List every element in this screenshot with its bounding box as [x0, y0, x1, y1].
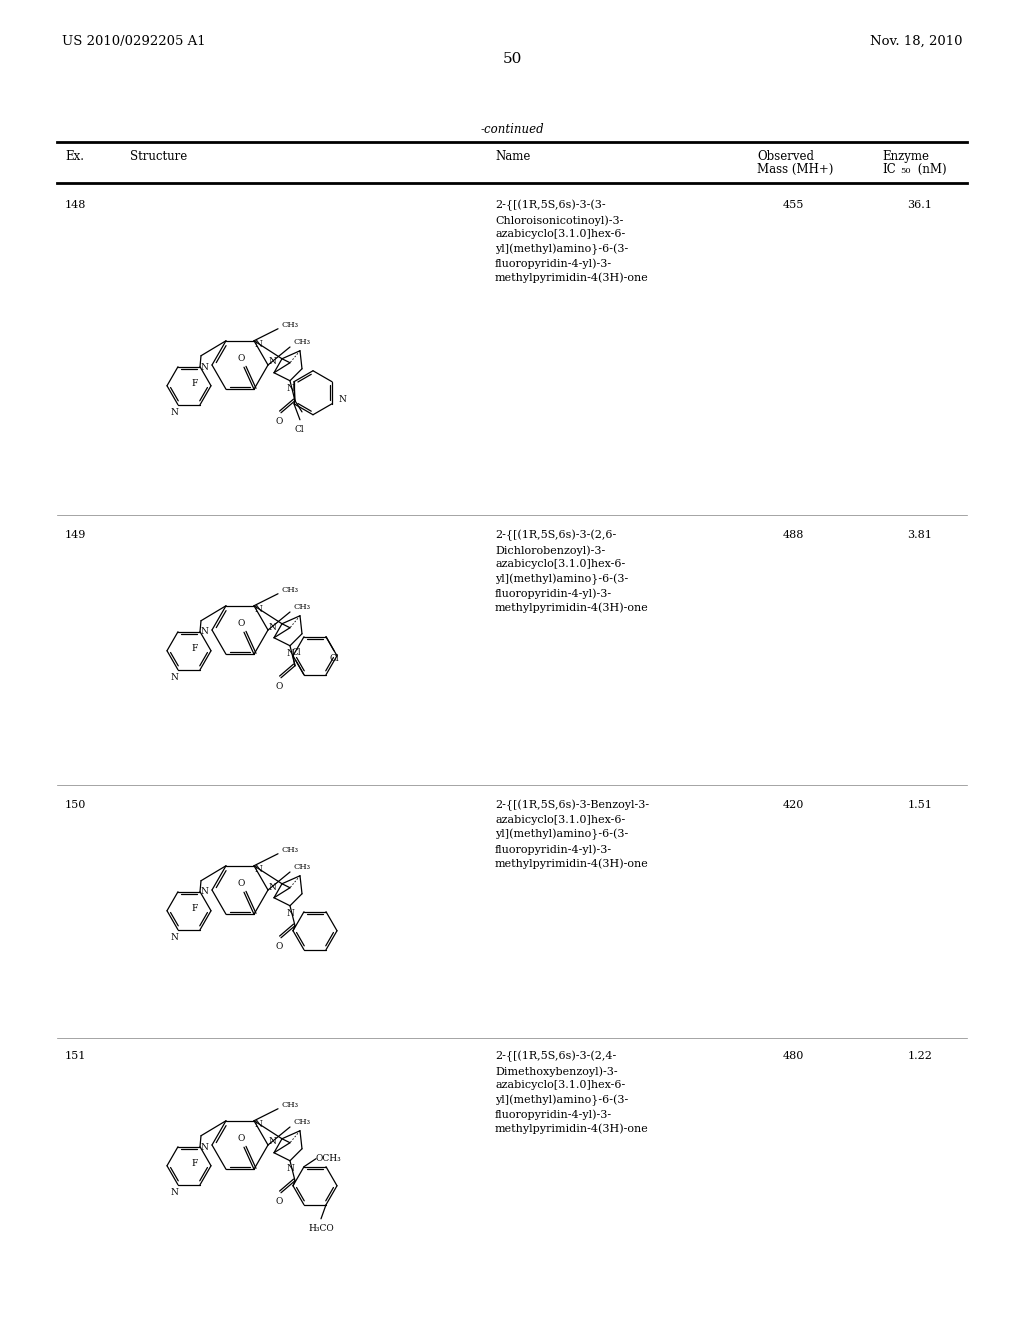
Text: N: N: [338, 395, 346, 404]
Text: N: N: [254, 1121, 262, 1129]
Text: Name: Name: [495, 150, 530, 162]
Text: IC: IC: [882, 162, 896, 176]
Text: Structure: Structure: [130, 150, 187, 162]
Text: Observed: Observed: [757, 150, 814, 162]
Text: N: N: [170, 1188, 178, 1197]
Text: N: N: [268, 623, 275, 631]
Text: N: N: [254, 606, 262, 614]
Text: N: N: [254, 341, 262, 350]
Text: N: N: [254, 865, 262, 874]
Text: N: N: [200, 1143, 208, 1151]
Text: 2-{[(1R,5S,6s)-3-(2,6-
Dichlorobenzoyl)-3-
azabicyclo[3.1.0]hex-6-
yl](methyl)am: 2-{[(1R,5S,6s)-3-(2,6- Dichlorobenzoyl)-…: [495, 531, 649, 614]
Text: CH₃: CH₃: [294, 863, 310, 871]
Text: F: F: [191, 904, 199, 913]
Text: 2-{[(1R,5S,6s)-3-(2,4-
Dimethoxybenzoyl)-3-
azabicyclo[3.1.0]hex-6-
yl](methyl)a: 2-{[(1R,5S,6s)-3-(2,4- Dimethoxybenzoyl)…: [495, 1051, 649, 1134]
Text: Cl: Cl: [329, 655, 339, 663]
Text: 50: 50: [900, 168, 910, 176]
Text: N: N: [286, 649, 294, 659]
Text: H₃CO: H₃CO: [308, 1225, 334, 1233]
Text: 150: 150: [65, 800, 86, 810]
Text: 420: 420: [782, 800, 804, 810]
Text: CH₃: CH₃: [282, 1101, 299, 1109]
Text: 50: 50: [503, 51, 521, 66]
Text: 488: 488: [782, 531, 804, 540]
Text: Enzyme: Enzyme: [882, 150, 929, 162]
Text: Cl: Cl: [291, 648, 301, 657]
Text: Nov. 18, 2010: Nov. 18, 2010: [869, 36, 962, 48]
Text: N: N: [286, 384, 294, 393]
Text: N: N: [170, 933, 178, 942]
Text: OCH₃: OCH₃: [315, 1154, 341, 1163]
Text: CH₃: CH₃: [294, 603, 310, 611]
Text: N: N: [268, 883, 275, 891]
Text: CH₃: CH₃: [294, 338, 310, 346]
Text: O: O: [275, 682, 283, 692]
Text: Mass (MH+): Mass (MH+): [757, 162, 834, 176]
Text: 2-{[(1R,5S,6s)-3-Benzoyl-3-
azabicyclo[3.1.0]hex-6-
yl](methyl)amino}-6-(3-
fluo: 2-{[(1R,5S,6s)-3-Benzoyl-3- azabicyclo[3…: [495, 800, 649, 869]
Text: F: F: [191, 644, 199, 653]
Text: CH₃: CH₃: [294, 1118, 310, 1126]
Text: O: O: [275, 942, 283, 952]
Text: N: N: [200, 363, 208, 371]
Text: 148: 148: [65, 201, 86, 210]
Text: Cl: Cl: [294, 425, 304, 434]
Text: N: N: [200, 627, 208, 636]
Text: F: F: [191, 1159, 199, 1168]
Text: (nM): (nM): [914, 162, 946, 176]
Text: -continued: -continued: [480, 123, 544, 136]
Text: 36.1: 36.1: [907, 201, 933, 210]
Text: O: O: [275, 1197, 283, 1206]
Text: CH₃: CH₃: [282, 321, 299, 329]
Text: N: N: [286, 1164, 294, 1173]
Text: 2-{[(1R,5S,6s)-3-(3-
Chloroisonicotinoyl)-3-
azabicyclo[3.1.0]hex-6-
yl](methyl): 2-{[(1R,5S,6s)-3-(3- Chloroisonicotinoyl…: [495, 201, 649, 284]
Text: N: N: [268, 358, 275, 367]
Text: 149: 149: [65, 531, 86, 540]
Text: US 2010/0292205 A1: US 2010/0292205 A1: [62, 36, 206, 48]
Text: 480: 480: [782, 1051, 804, 1061]
Text: O: O: [238, 1134, 245, 1143]
Text: 3.81: 3.81: [907, 531, 933, 540]
Text: 1.22: 1.22: [907, 1051, 933, 1061]
Text: O: O: [238, 354, 245, 363]
Text: F: F: [191, 379, 199, 388]
Text: N: N: [268, 1138, 275, 1147]
Text: N: N: [170, 408, 178, 417]
Text: CH₃: CH₃: [282, 846, 299, 854]
Text: N: N: [286, 909, 294, 919]
Text: N: N: [200, 887, 208, 896]
Text: Ex.: Ex.: [65, 150, 84, 162]
Text: N: N: [170, 673, 178, 682]
Text: O: O: [275, 417, 283, 426]
Text: O: O: [238, 879, 245, 888]
Text: 455: 455: [782, 201, 804, 210]
Text: 1.51: 1.51: [907, 800, 933, 810]
Text: CH₃: CH₃: [282, 586, 299, 594]
Text: O: O: [238, 619, 245, 628]
Text: 151: 151: [65, 1051, 86, 1061]
